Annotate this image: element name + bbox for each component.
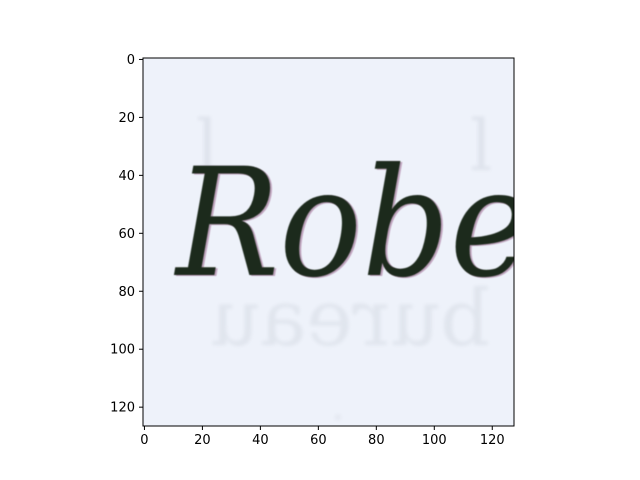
image-area: l l bureau . Robe Robe bbox=[143, 58, 533, 432]
y-axis: 0 20 40 60 80 100 120 bbox=[110, 53, 143, 416]
x-tick-label: 0 bbox=[140, 433, 148, 448]
y-tick-label: 120 bbox=[110, 401, 135, 416]
x-tick-label: 100 bbox=[422, 433, 447, 448]
y-tick-label: 40 bbox=[118, 169, 135, 184]
x-tick-label: 60 bbox=[310, 433, 327, 448]
x-tick-label: 40 bbox=[252, 433, 269, 448]
x-tick-label: 120 bbox=[480, 433, 505, 448]
paper-background bbox=[143, 58, 514, 426]
y-tick-label: 80 bbox=[118, 285, 135, 300]
y-tick-label: 60 bbox=[118, 227, 135, 242]
x-tick-label: 20 bbox=[194, 433, 211, 448]
bleed-through-text: l l bureau . bbox=[196, 105, 492, 432]
x-axis: 0 20 40 60 80 100 120 bbox=[140, 426, 505, 448]
y-tick-label: 100 bbox=[110, 343, 135, 358]
x-tick-label: 80 bbox=[368, 433, 385, 448]
svg-text:l: l bbox=[470, 105, 492, 187]
image-word-fringe: Robe bbox=[175, 138, 533, 312]
svg-text:l: l bbox=[196, 105, 218, 187]
svg-text:bureau: bureau bbox=[210, 274, 490, 364]
axes-frame bbox=[142, 57, 515, 427]
svg-text:.: . bbox=[330, 374, 346, 432]
y-tick-label: 0 bbox=[127, 53, 135, 68]
image-word: Robe bbox=[173, 137, 531, 311]
y-tick-label: 20 bbox=[118, 111, 135, 126]
